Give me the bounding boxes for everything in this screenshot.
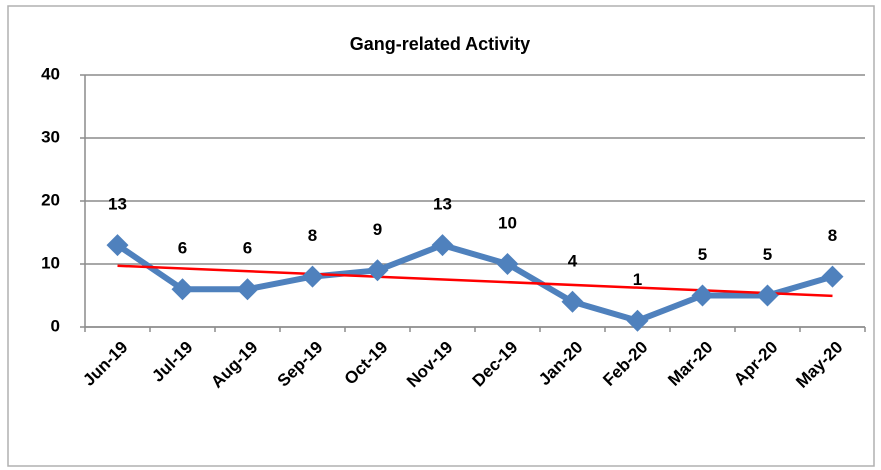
marker — [496, 253, 519, 275]
data-label: 4 — [568, 251, 578, 270]
marker — [431, 234, 454, 257]
data-label: 6 — [178, 239, 187, 258]
marker — [301, 265, 324, 288]
marker — [756, 284, 779, 307]
marker — [171, 278, 194, 301]
y-tick-label: 20 — [41, 190, 60, 209]
trendline — [117, 264, 833, 298]
marker — [366, 259, 389, 282]
marker — [561, 290, 584, 313]
y-tick-label: 10 — [41, 253, 60, 272]
chart-title: Gang-related Activity — [350, 34, 530, 54]
y-tick-label: 30 — [41, 127, 60, 146]
data-label: 6 — [243, 239, 252, 258]
y-tick-label: 40 — [41, 64, 60, 83]
data-label: 5 — [763, 245, 772, 264]
marker — [821, 265, 844, 288]
data-label: 5 — [698, 245, 707, 264]
y-tick-label: 0 — [51, 316, 60, 335]
data-label: 13 — [108, 195, 127, 214]
marker — [106, 234, 129, 257]
marker — [236, 278, 259, 301]
data-label: 9 — [373, 220, 382, 239]
data-label: 13 — [433, 195, 452, 214]
marker — [626, 309, 649, 332]
marker — [691, 284, 714, 307]
data-label: 8 — [308, 226, 317, 245]
data-label: 1 — [633, 270, 642, 289]
data-label: 8 — [828, 226, 837, 245]
data-label: 10 — [498, 213, 517, 232]
